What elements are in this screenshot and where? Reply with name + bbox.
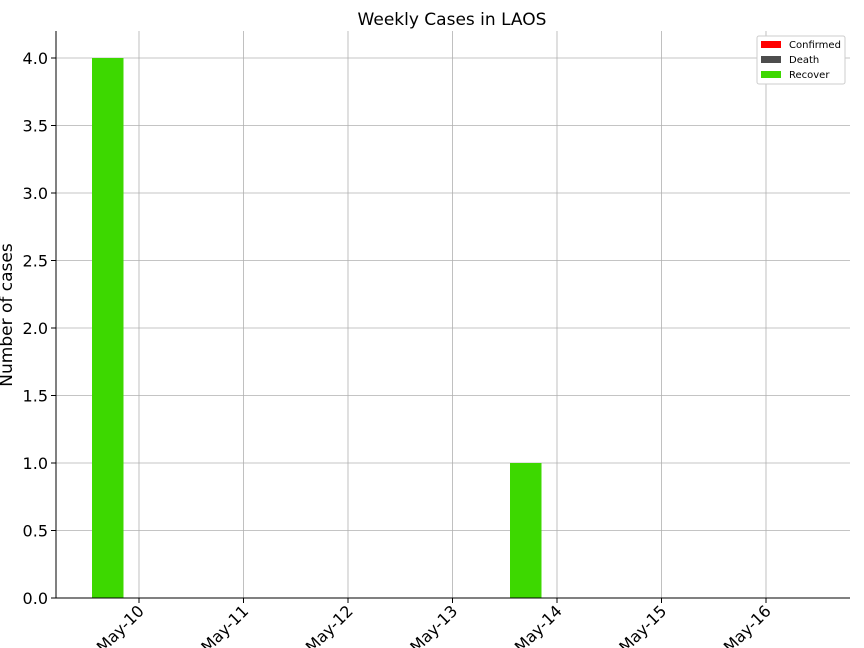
- legend-label-confirmed: Confirmed: [789, 40, 841, 51]
- axes-spines: [55, 31, 850, 599]
- legend-swatch-recover: [761, 71, 781, 78]
- x-tick-label: May-12: [302, 601, 357, 648]
- legend-label-death: Death: [789, 55, 819, 66]
- y-tick-label: 2.5: [23, 252, 48, 271]
- chart-title: Weekly Cases in LAOS: [358, 10, 547, 30]
- y-tick-label: 3.5: [23, 117, 48, 136]
- y-tick-label: 0.0: [23, 589, 48, 608]
- x-tick-label: May-16: [720, 601, 775, 648]
- legend-swatch-death: [761, 56, 781, 63]
- y-tick-label: 3.0: [23, 184, 48, 203]
- x-tick-label: May-13: [406, 601, 461, 648]
- y-tick-label: 4.0: [23, 49, 48, 68]
- y-axis-label: Number of cases: [0, 243, 17, 387]
- legend-label-recover: Recover: [789, 70, 830, 81]
- grid: [56, 31, 850, 599]
- y-tick-label: 1.5: [23, 387, 48, 406]
- x-tick-label: May-11: [197, 601, 252, 648]
- y-tick-label: 0.5: [23, 522, 48, 541]
- y-axis-ticks: 0.0 0.5 1.0 1.5 2.0 2.5 3.0 3.5 4.0: [23, 49, 56, 608]
- y-tick-label: 2.0: [23, 319, 48, 338]
- x-tick-label: May-15: [615, 601, 670, 648]
- bar-recover-may-14: [510, 463, 542, 598]
- x-tick-label: May-10: [93, 601, 148, 648]
- bars: [92, 58, 542, 598]
- y-tick-label: 1.0: [23, 454, 48, 473]
- legend: Confirmed Death Recover: [756, 35, 846, 85]
- x-tick-label: May-14: [511, 601, 566, 648]
- bar-recover-may-10: [92, 58, 124, 598]
- x-axis-ticks: May-10 May-11 May-12 May-13 May-14 May-15 May-…: [93, 598, 775, 648]
- legend-swatch-confirmed: [761, 41, 781, 48]
